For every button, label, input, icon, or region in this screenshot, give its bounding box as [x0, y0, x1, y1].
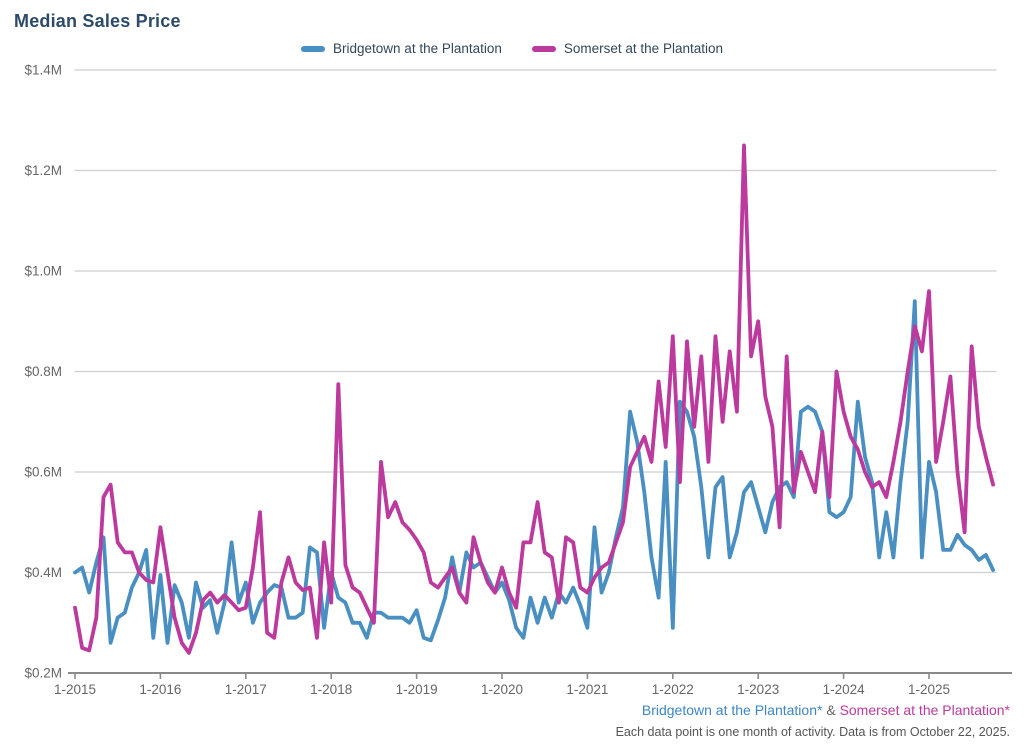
legend-item-bridgetown[interactable]: Bridgetown at the Plantation [301, 41, 502, 56]
x-axis-label: 1-2018 [310, 682, 352, 697]
x-axis-label: 1-2022 [652, 682, 694, 697]
chart-footer: Bridgetown at the Plantation* & Somerset… [616, 700, 1010, 742]
legend-item-somerset[interactable]: Somerset at the Plantation [531, 41, 723, 56]
bridgetown-line [73, 299, 995, 645]
legend-label-somerset: Somerset at the Plantation [563, 41, 723, 56]
footer-caption: Each data point is one month of activity… [615, 724, 1010, 739]
x-axis-label: 1-2015 [54, 682, 96, 697]
x-axis-label: 1-2017 [225, 682, 267, 697]
bridgetown-footer-link[interactable]: Bridgetown at the Plantation* [641, 702, 823, 718]
x-axis-label: 1-2024 [823, 682, 866, 697]
y-axis-label: $1.4M [24, 63, 62, 78]
bridgetown-line-swatch-icon [301, 45, 326, 52]
x-axis-label: 1-2020 [481, 682, 523, 697]
y-axis-label: $0.2M [24, 666, 62, 681]
y-axis-label: $1.0M [24, 264, 62, 279]
x-axis-label: 1-2016 [139, 682, 181, 697]
y-axis-label: $1.2M [24, 163, 62, 178]
somerset-line-swatch-icon [531, 45, 556, 52]
x-axis-label: 1-2019 [396, 682, 438, 697]
x-axis-label: 1-2021 [566, 682, 608, 697]
chart-legend: Bridgetown at the Plantation Somerset at… [0, 41, 1024, 56]
x-axis-label: 1-2025 [908, 682, 950, 697]
footer-ampersand: & [822, 702, 840, 718]
footer-series-links: Bridgetown at the Plantation* & Somerset… [616, 700, 1010, 722]
x-axis-label: 1-2023 [737, 682, 779, 697]
somerset-footer-link[interactable]: Somerset at the Plantation* [839, 702, 1010, 718]
legend-label-bridgetown: Bridgetown at the Plantation [333, 41, 502, 56]
somerset-line [73, 143, 995, 655]
chart-title: Median Sales Price [14, 11, 181, 31]
y-axis-label: $0.4M [24, 565, 62, 580]
y-axis-label: $0.8M [24, 364, 62, 379]
y-axis-label: $0.6M [24, 465, 62, 480]
